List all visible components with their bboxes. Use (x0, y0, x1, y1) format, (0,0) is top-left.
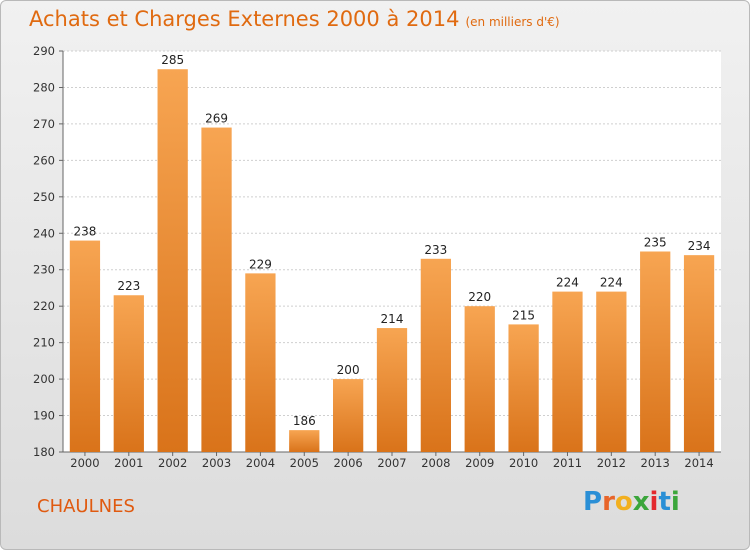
x-tick-label: 2004 (246, 456, 275, 470)
x-tick-label: 2005 (290, 456, 319, 470)
bar-value-label: 186 (293, 414, 316, 428)
title-subtitle: (en milliers d'€) (465, 15, 560, 29)
bar (420, 258, 452, 452)
y-tick-label: 180 (33, 445, 55, 459)
bar (596, 291, 627, 452)
y-tick-label: 200 (33, 372, 55, 386)
bar-value-label: 200 (337, 363, 360, 377)
bar (245, 273, 276, 452)
bar (157, 69, 188, 453)
bar-value-label: 269 (205, 112, 228, 126)
y-tick-label: 210 (33, 336, 55, 350)
x-tick-label: 2010 (509, 456, 538, 470)
y-tick-label: 260 (33, 153, 55, 167)
bar-value-label: 238 (73, 225, 96, 239)
x-tick-label: 2006 (333, 456, 362, 470)
x-tick-label: 2000 (70, 456, 99, 470)
bar-value-label: 224 (600, 276, 623, 290)
bar-value-label: 234 (688, 239, 711, 253)
x-tick-label: 2014 (684, 456, 713, 470)
bar-value-label: 223 (117, 279, 140, 293)
y-tick-label: 280 (33, 80, 55, 94)
bar-value-label: 285 (161, 53, 184, 67)
bar-value-label: 214 (381, 312, 404, 326)
x-tick-label: 2001 (114, 456, 143, 470)
x-tick-label: 2012 (597, 456, 626, 470)
bar (332, 379, 364, 452)
chart-title: Achats et Charges Externes 2000 à 2014 (e… (29, 7, 560, 31)
bar-value-label: 229 (249, 257, 272, 271)
bar (552, 291, 583, 452)
x-tick-label: 2013 (641, 456, 670, 470)
y-tick-label: 190 (33, 409, 55, 423)
logo-letter: i (670, 487, 680, 517)
bar (376, 328, 408, 452)
bar (508, 324, 539, 452)
x-tick-label: 2011 (553, 456, 582, 470)
place-name: CHAULNES (37, 496, 135, 517)
bar-value-label: 224 (556, 276, 579, 290)
logo-letter: r (602, 487, 615, 517)
bar (201, 127, 232, 453)
y-tick-label: 290 (33, 44, 55, 58)
x-tick-label: 2007 (377, 456, 406, 470)
x-tick-label: 2009 (465, 456, 494, 470)
y-tick-label: 240 (33, 226, 55, 240)
bar (289, 430, 320, 452)
y-tick-label: 270 (33, 117, 55, 131)
bar-value-label: 233 (424, 243, 447, 257)
x-tick-label: 2002 (158, 456, 187, 470)
x-tick-label: 2008 (421, 456, 450, 470)
y-tick-label: 230 (33, 263, 55, 277)
logo-letter: P (583, 487, 603, 517)
bar (69, 240, 101, 452)
bar (683, 255, 715, 452)
title-text: Achats et Charges Externes 2000 à 2014 (29, 7, 460, 31)
logo-letter: i (649, 487, 659, 517)
bar-value-label: 220 (468, 290, 491, 304)
x-tick-label: 2003 (202, 456, 231, 470)
logo-letter: x (632, 487, 650, 517)
bar (113, 295, 144, 452)
bar-value-label: 215 (512, 308, 535, 322)
bar (464, 306, 495, 452)
y-tick-label: 220 (33, 299, 55, 313)
bar-value-label: 235 (644, 236, 667, 250)
logo-letter: t (658, 487, 671, 517)
bar (640, 251, 671, 452)
y-tick-label: 250 (33, 190, 55, 204)
proxiti-logo: Proxiti (583, 487, 680, 517)
logo-letter: o (614, 487, 633, 517)
